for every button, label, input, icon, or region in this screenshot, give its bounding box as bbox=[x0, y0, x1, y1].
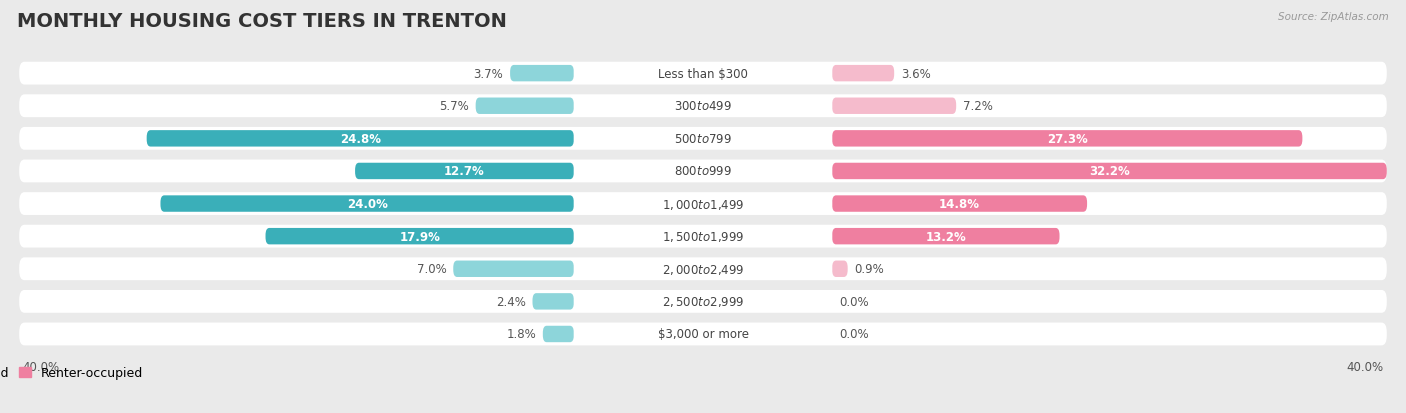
FancyBboxPatch shape bbox=[574, 326, 832, 342]
FancyBboxPatch shape bbox=[574, 98, 832, 115]
FancyBboxPatch shape bbox=[20, 95, 1386, 118]
Text: 0.0%: 0.0% bbox=[839, 328, 869, 341]
Text: 2.4%: 2.4% bbox=[496, 295, 526, 308]
Text: 40.0%: 40.0% bbox=[22, 360, 60, 373]
FancyBboxPatch shape bbox=[832, 261, 848, 277]
FancyBboxPatch shape bbox=[832, 98, 956, 115]
FancyBboxPatch shape bbox=[266, 228, 574, 245]
FancyBboxPatch shape bbox=[574, 66, 832, 82]
FancyBboxPatch shape bbox=[20, 63, 1386, 85]
FancyBboxPatch shape bbox=[533, 294, 574, 310]
FancyBboxPatch shape bbox=[20, 128, 1386, 150]
Text: 24.8%: 24.8% bbox=[340, 133, 381, 145]
Text: 32.2%: 32.2% bbox=[1090, 165, 1130, 178]
Text: 12.7%: 12.7% bbox=[444, 165, 485, 178]
FancyBboxPatch shape bbox=[20, 193, 1386, 216]
FancyBboxPatch shape bbox=[20, 258, 1386, 280]
FancyBboxPatch shape bbox=[574, 261, 832, 277]
Text: 27.3%: 27.3% bbox=[1047, 133, 1088, 145]
Text: 7.0%: 7.0% bbox=[416, 263, 446, 275]
Text: MONTHLY HOUSING COST TIERS IN TRENTON: MONTHLY HOUSING COST TIERS IN TRENTON bbox=[17, 12, 506, 31]
Text: 17.9%: 17.9% bbox=[399, 230, 440, 243]
Text: 40.0%: 40.0% bbox=[1346, 360, 1384, 373]
FancyBboxPatch shape bbox=[574, 228, 832, 245]
FancyBboxPatch shape bbox=[20, 225, 1386, 248]
Text: $300 to $499: $300 to $499 bbox=[673, 100, 733, 113]
FancyBboxPatch shape bbox=[832, 131, 1302, 147]
Text: 3.7%: 3.7% bbox=[474, 67, 503, 81]
Text: $1,500 to $1,999: $1,500 to $1,999 bbox=[662, 230, 744, 244]
FancyBboxPatch shape bbox=[20, 323, 1386, 346]
Text: 5.7%: 5.7% bbox=[439, 100, 468, 113]
FancyBboxPatch shape bbox=[832, 66, 894, 82]
FancyBboxPatch shape bbox=[356, 163, 574, 180]
FancyBboxPatch shape bbox=[475, 98, 574, 115]
Legend: Owner-occupied, Renter-occupied: Owner-occupied, Renter-occupied bbox=[0, 366, 143, 379]
FancyBboxPatch shape bbox=[20, 160, 1386, 183]
FancyBboxPatch shape bbox=[543, 326, 574, 342]
Text: 3.6%: 3.6% bbox=[901, 67, 931, 81]
FancyBboxPatch shape bbox=[574, 163, 832, 180]
FancyBboxPatch shape bbox=[510, 66, 574, 82]
Text: $1,000 to $1,499: $1,000 to $1,499 bbox=[662, 197, 744, 211]
Text: $2,500 to $2,999: $2,500 to $2,999 bbox=[662, 294, 744, 309]
FancyBboxPatch shape bbox=[832, 196, 1087, 212]
Text: 0.9%: 0.9% bbox=[855, 263, 884, 275]
Text: $2,000 to $2,499: $2,000 to $2,499 bbox=[662, 262, 744, 276]
Text: 13.2%: 13.2% bbox=[925, 230, 966, 243]
FancyBboxPatch shape bbox=[574, 196, 832, 212]
Text: 0.0%: 0.0% bbox=[839, 295, 869, 308]
Text: 14.8%: 14.8% bbox=[939, 197, 980, 211]
Text: Less than $300: Less than $300 bbox=[658, 67, 748, 81]
FancyBboxPatch shape bbox=[453, 261, 574, 277]
Text: 24.0%: 24.0% bbox=[347, 197, 388, 211]
Text: $500 to $799: $500 to $799 bbox=[673, 133, 733, 145]
FancyBboxPatch shape bbox=[574, 131, 832, 147]
FancyBboxPatch shape bbox=[832, 228, 1060, 245]
Text: Source: ZipAtlas.com: Source: ZipAtlas.com bbox=[1278, 12, 1389, 22]
Text: $3,000 or more: $3,000 or more bbox=[658, 328, 748, 341]
FancyBboxPatch shape bbox=[20, 290, 1386, 313]
Text: 7.2%: 7.2% bbox=[963, 100, 993, 113]
Text: $800 to $999: $800 to $999 bbox=[673, 165, 733, 178]
FancyBboxPatch shape bbox=[832, 163, 1386, 180]
Text: 1.8%: 1.8% bbox=[506, 328, 536, 341]
FancyBboxPatch shape bbox=[160, 196, 574, 212]
FancyBboxPatch shape bbox=[146, 131, 574, 147]
FancyBboxPatch shape bbox=[574, 294, 832, 310]
